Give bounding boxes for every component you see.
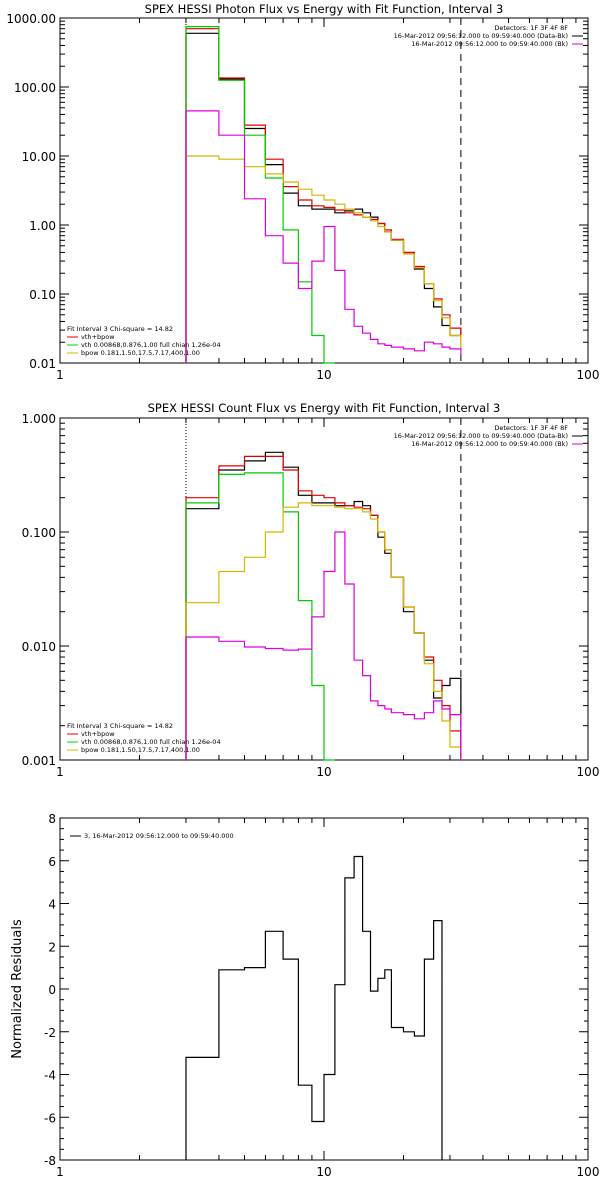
plot-frame-0: [59, 17, 589, 364]
chart-title-1: SPEX HESSI Count Flux vs Energy with Fit…: [148, 401, 501, 415]
y-tick-label-2-5: -2: [44, 1026, 56, 1040]
y-tick-label-2-0: 8: [48, 812, 56, 826]
y-tick-label-0-5: 0.01: [29, 357, 56, 371]
legend-bottom-left-0-1: vth+bpow: [81, 333, 115, 341]
y-tick-label-2-8: -8: [44, 1154, 56, 1168]
y-tick-label-1-3: 0.001: [22, 754, 56, 768]
y-tick-label-0-2: 10.00: [22, 150, 56, 164]
x-tick-label-0-0: 1: [56, 368, 64, 382]
legend-top-right-0-2: 16-Mar-2012 09:56:12.000 to 09:59:40.000…: [411, 40, 568, 48]
y-tick-label-0-3: 1.00: [29, 219, 56, 233]
chart-title-0: SPEX HESSI Photon Flux vs Energy with Fi…: [145, 2, 504, 16]
y-tick-label-2-1: 6: [48, 855, 56, 869]
series-bpow-0: [185, 155, 462, 363]
y-tick-label-0-4: 0.10: [29, 288, 56, 302]
y-tick-label-1-2: 0.010: [22, 640, 56, 654]
series-vth-1: [185, 472, 335, 761]
legend-bottom-left-1-2: vth 0.00868,0.876,1.00 full chian 1.26e-…: [81, 738, 221, 746]
y-tick-label-1-1: 0.100: [22, 526, 56, 540]
x-tick-label-0-1: 10: [316, 368, 331, 382]
y-tick-label-1-0: 1.000: [22, 412, 56, 426]
y-tick-label-2-6: -4: [44, 1069, 56, 1083]
x-tick-label-1-1: 10: [316, 765, 331, 779]
legend-top-right-1-0: Detectors: 1F 3F 4F 8F: [494, 424, 568, 432]
series-total-1: [185, 451, 462, 760]
series-bpow-1: [185, 502, 462, 760]
x-tick-label-2-1: 10: [316, 1165, 331, 1179]
x-tick-label-2-2: 100: [577, 1165, 600, 1179]
y-axis-label-2: Normalized Residuals: [10, 919, 25, 1059]
legend-top-right-1-1: 16-Mar-2012 09:56:12.000 to 09:59:40.000…: [394, 432, 568, 440]
series-bk-1: [185, 531, 462, 760]
y-tick-label-2-2: 4: [48, 898, 56, 912]
x-tick-label-0-2: 100: [577, 368, 600, 382]
legend-top-right-1-2: 16-Mar-2012 09:56:12.000 to 09:59:40.000…: [411, 440, 568, 448]
x-tick-label-2-0: 1: [56, 1165, 64, 1179]
legend-bottom-left-0-0: Fit Interval 3 Chi-square = 14.82: [67, 325, 173, 333]
y-tick-label-2-3: 2: [48, 940, 56, 954]
y-tick-label-0-1: 100.00: [14, 81, 56, 95]
series-bk-0: [185, 110, 462, 363]
legend-top-right-0-0: Detectors: 1F 3F 4F 8F: [494, 24, 568, 32]
y-tick-label-2-4: 0: [48, 983, 56, 997]
legend-bottom-left-0-2: vth 0.00868,0.876,1.00 full chian 1.26e-…: [81, 341, 221, 349]
legend-bottom-left-1-0: Fit Interval 3 Chi-square = 14.82: [67, 722, 173, 730]
y-tick-label-2-7: -6: [44, 1111, 56, 1125]
legend-bottom-left-1-3: bpow 0.181,1.50,17.5,7.17,400,1.00: [81, 746, 200, 754]
x-tick-label-1-0: 1: [56, 765, 64, 779]
legend-top-right-0-1: 16-Mar-2012 09:56:12.000 to 09:59:40.000…: [394, 32, 568, 40]
legend-bottom-left-0-3: bpow 0.181,1.50,17.5,7.17,400,1.00: [81, 349, 200, 357]
y-tick-label-0-0: 1000.00: [6, 12, 56, 26]
legend-top-left-2-0: 3, 16-Mar-2012 09:56:12.000 to 09:59:40.…: [84, 832, 234, 840]
legend-bottom-left-1-1: vth+bpow: [81, 730, 115, 738]
series-residuals-2: [185, 855, 443, 1160]
x-tick-label-1-2: 100: [577, 765, 600, 779]
